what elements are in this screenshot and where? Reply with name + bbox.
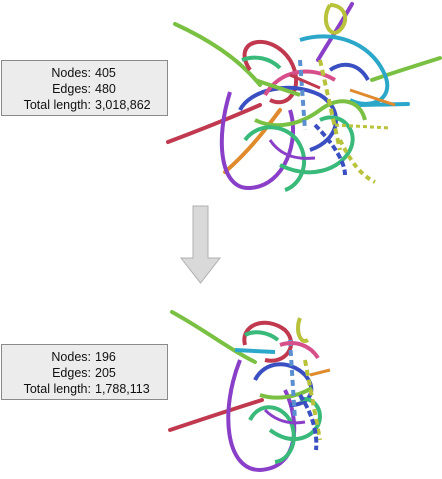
- graph-edge: [349, 88, 396, 107]
- graph-edge: [298, 393, 319, 451]
- graph-edge: [358, 102, 410, 107]
- graph-edge: [168, 398, 264, 432]
- graph-edge: [323, 3, 348, 35]
- graph-edge: [370, 56, 442, 82]
- nodes-value: 405: [95, 66, 116, 80]
- graph-edge: [298, 59, 307, 131]
- edges-value: 480: [95, 82, 116, 96]
- down-arrow-icon: [179, 205, 222, 284]
- graph-edge: [263, 69, 337, 97]
- graph-edge: [303, 359, 322, 441]
- graph-edge: [268, 139, 316, 160]
- graph-edge: [223, 108, 282, 174]
- graph-edge: [219, 91, 296, 191]
- graph-edge: [268, 397, 322, 441]
- total-length-row: Total length: 1,788,113: [8, 381, 161, 397]
- graph-edge: [244, 330, 280, 342]
- graph-edge: [166, 103, 262, 144]
- total-length-label: Total length:: [23, 382, 91, 396]
- nodes-label: Nodes:: [51, 350, 91, 364]
- nodes-row: Nodes: 196: [8, 349, 161, 365]
- total-length-value: 3,018,862: [95, 98, 151, 112]
- graph-edge: [173, 22, 262, 87]
- graph-edge: [328, 62, 370, 82]
- nodes-value: 196: [95, 350, 116, 364]
- nodes-row: Nodes: 405: [8, 65, 161, 81]
- graph-edge: [279, 341, 320, 360]
- graph-edge: [254, 99, 367, 128]
- edges-label: Edges:: [52, 82, 91, 96]
- edges-row: Edges: 480: [8, 81, 161, 97]
- edges-value: 205: [95, 366, 116, 380]
- graph-edge: [234, 348, 276, 354]
- graph-after: [168, 310, 331, 473]
- graph-edge: [288, 339, 297, 421]
- graph-edge: [289, 73, 321, 90]
- edges-row: Edges: 205: [8, 365, 161, 381]
- graph-edge: [238, 85, 338, 152]
- graph-edge: [296, 317, 310, 343]
- graph-edge: [313, 123, 347, 176]
- graph-edge: [254, 78, 301, 97]
- graph-edge: [338, 139, 376, 184]
- edges-label: Edges:: [52, 366, 91, 380]
- stats-panel-after: Nodes: 196 Edges: 205 Total length: 1,78…: [1, 344, 168, 400]
- graph-edge: [241, 55, 282, 70]
- graph-edge: [309, 368, 331, 377]
- total-length-row: Total length: 3,018,862: [8, 97, 161, 113]
- graph-edge: [263, 408, 306, 425]
- graph-edge: [253, 362, 314, 407]
- graph-edge: [242, 40, 298, 105]
- graph-edge: [334, 123, 391, 130]
- stats-panel-before: Nodes: 405 Edges: 480 Total length: 3,01…: [1, 60, 168, 116]
- graph-edge: [259, 386, 314, 400]
- total-length-value: 1,788,113: [95, 382, 150, 396]
- graph-edge: [279, 115, 355, 175]
- graph-edge: [242, 320, 293, 363]
- nodes-label: Nodes:: [51, 66, 91, 80]
- total-length-label: Total length:: [23, 98, 91, 112]
- graph-edge: [318, 59, 342, 151]
- graph-edge: [243, 125, 306, 192]
- graph-edge: [248, 405, 296, 464]
- graph-before: [166, 2, 442, 192]
- graph-edge: [170, 310, 257, 364]
